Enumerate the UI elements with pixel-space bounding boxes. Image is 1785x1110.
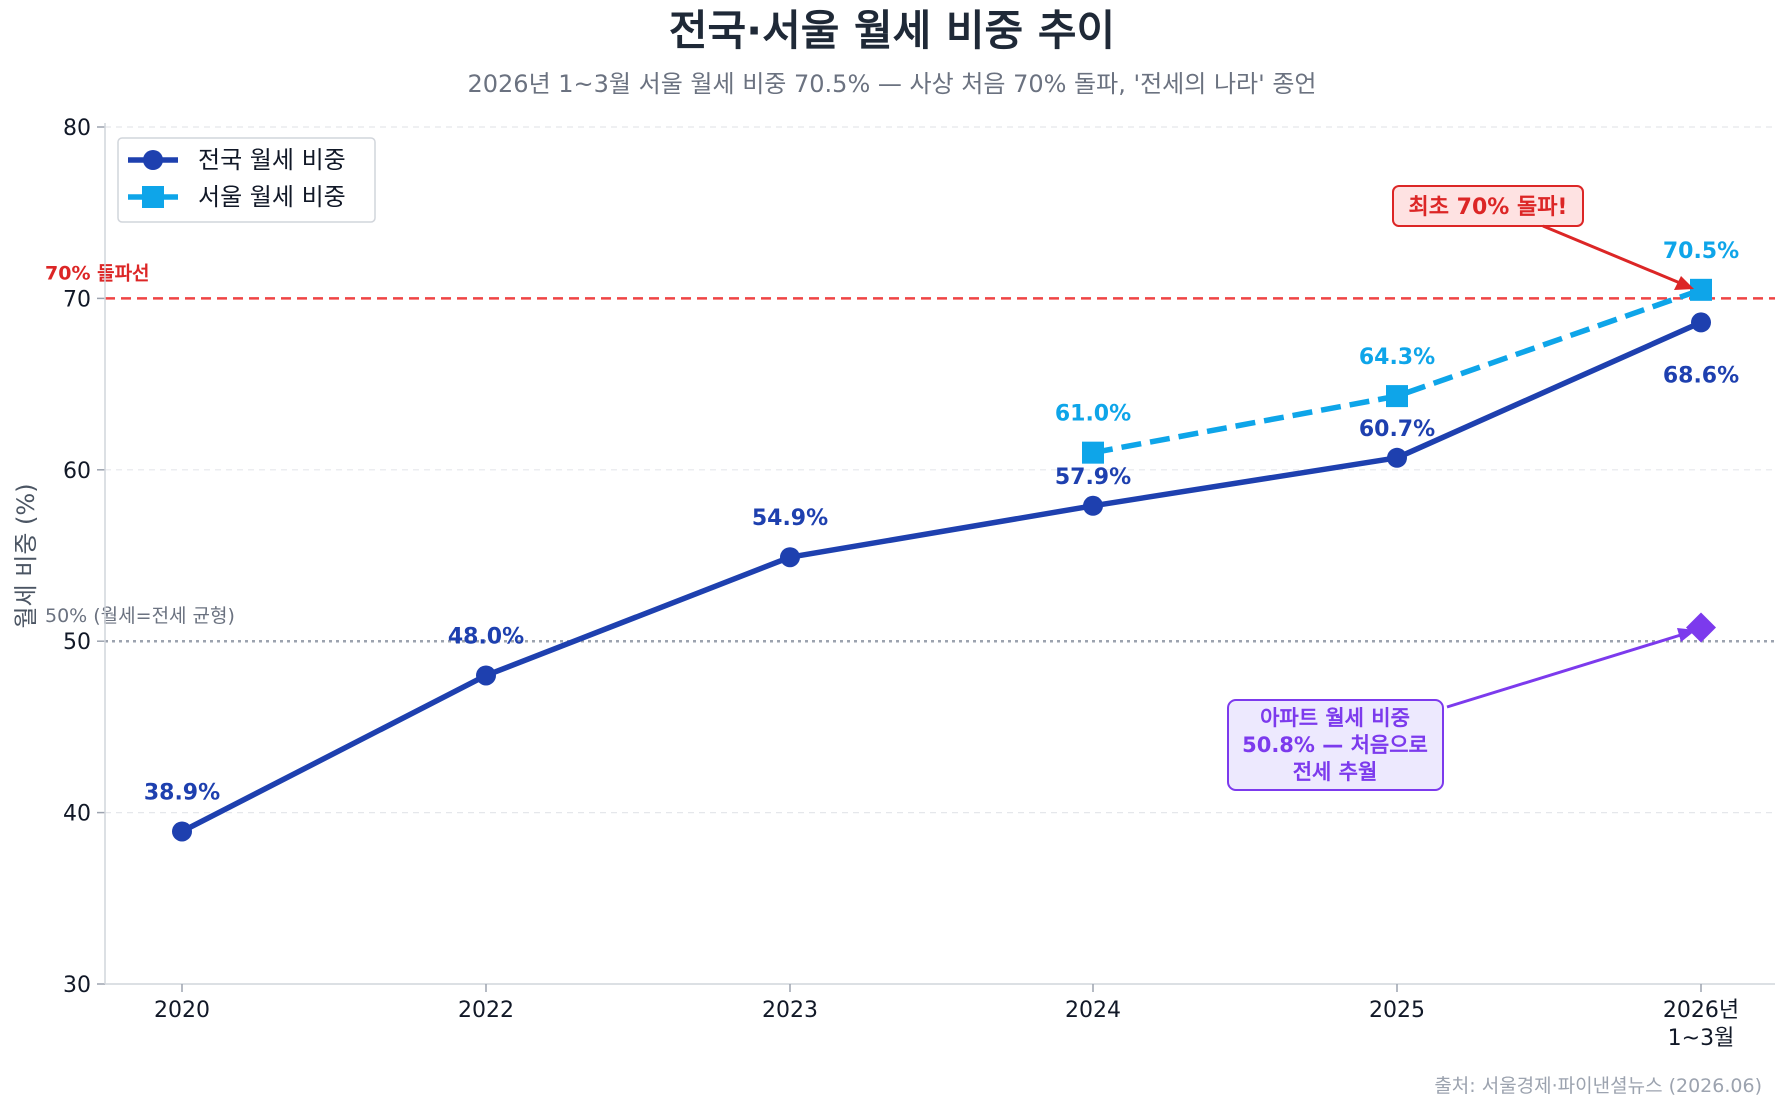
- national-data-label: 60.7%: [1359, 417, 1435, 442]
- data-labels: 38.9% 48.0% 54.9% 57.9% 60.7% 68.6% 61.0% 64.3%…: [144, 239, 1739, 806]
- y-tick-label: 30: [63, 973, 91, 998]
- series-line-national: [180, 319, 1703, 834]
- series: [172, 278, 1716, 842]
- apartment-point: [1686, 612, 1716, 643]
- national-point: [1691, 312, 1711, 333]
- reference-label-70: 70% 돌파선: [45, 262, 150, 284]
- annotation-arrow-apartment: [1446, 632, 1685, 709]
- axes: 30 40 50 60 70 80 2020 2022 2023 2024 2025 2026년 1~3…: [63, 116, 1775, 1051]
- national-point: [476, 665, 496, 686]
- seoul-point: [1082, 441, 1104, 464]
- y-tick-label: 80: [63, 116, 91, 141]
- legend-marker-national: [143, 150, 163, 170]
- legend-label-seoul: 서울 월세 비중: [198, 183, 346, 211]
- x-tick-label: 2023: [762, 998, 818, 1023]
- seoul-data-label: 70.5%: [1663, 239, 1739, 264]
- legend-marker-seoul: [142, 186, 164, 208]
- legend-box: [117, 137, 376, 223]
- annotation-text-70: 최초 70% 돌파!: [1409, 195, 1568, 220]
- chart-subtitle: 2026년 1~3월 서울 월세 비중 70.5% — 사상 처음 70% 돌파…: [468, 70, 1317, 98]
- x-tick-label: 2025: [1369, 998, 1425, 1023]
- annotation-box-apartment: [1227, 699, 1444, 791]
- national-point: [172, 821, 192, 842]
- legend-label-national: 전국 월세 비중: [198, 146, 346, 174]
- annotation-text-apartment: 아파트 월세 비중 50.8% — 처음으로 전세 추월: [1242, 706, 1428, 784]
- chart-title: 전국·서울 월세 비중 추이: [669, 6, 1115, 55]
- national-data-label: 68.6%: [1663, 363, 1739, 388]
- annotation-box-70: [1392, 185, 1584, 227]
- x-tick-label: 2024: [1065, 998, 1121, 1023]
- y-tick-label: 40: [63, 802, 91, 827]
- national-data-label: 38.9%: [144, 780, 220, 805]
- reference-label-50: 50% (월세=전세 균형): [45, 605, 235, 627]
- annotation-arrow-70: [1542, 224, 1681, 285]
- annotation-arrowhead-70: [1674, 276, 1694, 290]
- seoul-data-label: 64.3%: [1359, 345, 1435, 370]
- x-tick-label: 2022: [458, 998, 514, 1023]
- y-tick-label: 70: [63, 287, 91, 312]
- national-point: [1083, 495, 1103, 516]
- seoul-data-label: 61.0%: [1055, 402, 1131, 427]
- annotations: 최초 70% 돌파! 아파트 월세 비중 50.8% — 처음으로 전세 추월: [1227, 185, 1696, 791]
- national-data-label: 48.0%: [448, 624, 524, 649]
- national-data-label: 57.9%: [1055, 465, 1131, 490]
- annotation-arrowhead-apartment: [1677, 628, 1696, 642]
- source-note: 출처: 서울경제·파이낸셜뉴스 (2026.06): [1434, 1075, 1762, 1097]
- national-point: [1387, 447, 1407, 468]
- grid: [105, 126, 1775, 814]
- seoul-point: [1690, 278, 1712, 301]
- national-data-label: 54.9%: [752, 506, 828, 531]
- y-axis-label: 월세 비중 (%): [12, 483, 40, 628]
- y-tick-label: 60: [63, 459, 91, 484]
- reference-lines: 70% 돌파선 50% (월세=전세 균형): [45, 262, 1775, 643]
- x-tick-label: 2020: [154, 998, 210, 1023]
- y-tick-label: 50: [63, 630, 91, 655]
- x-tick-label: 2026년 1~3월: [1663, 998, 1739, 1051]
- national-point: [780, 547, 800, 568]
- seoul-point: [1386, 385, 1408, 408]
